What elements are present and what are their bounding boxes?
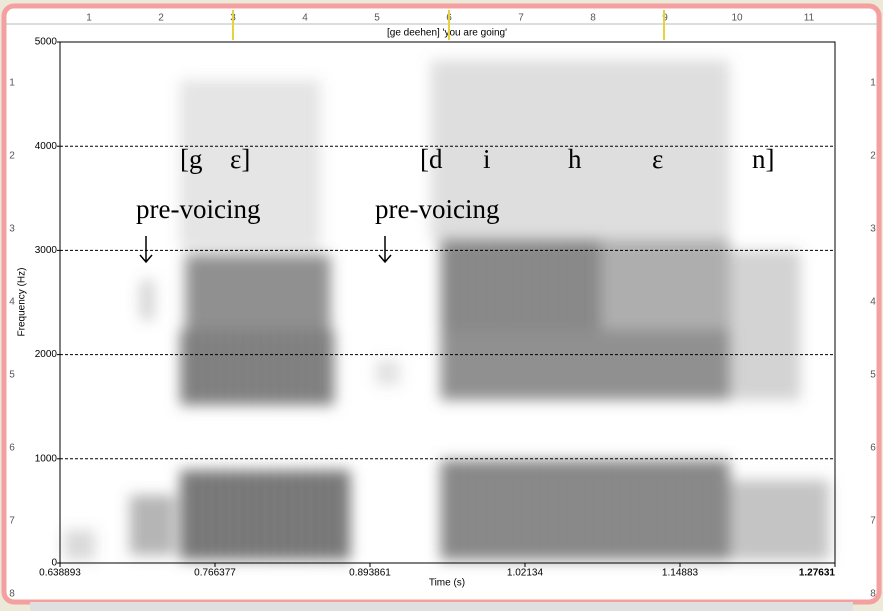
y-axis-label: Frequency (Hz) <box>17 268 28 337</box>
ruler-number: 1 <box>870 78 876 89</box>
x-tick-label: 0.638893 <box>39 568 81 579</box>
ruler-number: 2 <box>9 151 15 162</box>
segment-label: ε] <box>230 144 250 174</box>
segment-label: [d <box>420 144 443 174</box>
ruler-number: 10 <box>731 13 743 24</box>
segment-label: i <box>483 144 491 174</box>
ruler-number: 4 <box>302 13 308 24</box>
ruler-number: 3 <box>870 224 876 235</box>
ruler-number: 11 <box>804 13 815 24</box>
ruler-number: 5 <box>9 370 15 381</box>
ruler-number: 8 <box>590 13 596 24</box>
scrollbar[interactable] <box>30 602 853 611</box>
y-tick-label: 5000 <box>35 37 58 48</box>
ruler-number: 6 <box>870 443 876 454</box>
y-tick-label: 1000 <box>35 453 58 464</box>
ruler-number: 1 <box>86 13 92 24</box>
ruler-number: 3 <box>9 224 15 235</box>
ruler-number: 8 <box>870 589 876 600</box>
y-tick-label: 3000 <box>35 245 58 256</box>
annotation: pre-voicing <box>375 194 499 224</box>
ruler-number: 7 <box>9 516 15 527</box>
page: {"chart_data": {"type": "spectrogram", "… <box>0 0 883 611</box>
ruler-number: 8 <box>9 589 15 600</box>
ruler-number: 7 <box>518 13 524 24</box>
ruler-number: 1 <box>9 78 15 89</box>
chart-title: [ge deehen] 'you are going' <box>387 28 507 39</box>
annotation: pre-voicing <box>136 194 260 224</box>
x-tick-label: 1.02134 <box>507 568 544 579</box>
segment-label: n] <box>752 144 775 174</box>
x-axis-label: Time (s) <box>429 578 465 589</box>
ruler-number: 5 <box>374 13 380 24</box>
x-tick-label: 0.893861 <box>349 568 391 579</box>
ruler-number: 6 <box>9 443 15 454</box>
ruler-number: 7 <box>870 516 876 527</box>
y-tick-label: 4000 <box>35 141 58 152</box>
x-tick-label: 1.14883 <box>662 568 699 579</box>
ruler-number: 2 <box>158 13 164 24</box>
window: [ge deehen] 'you are going' Time (s) Fre… <box>0 0 883 611</box>
ruler-number: 5 <box>870 370 876 381</box>
ruler-number: 4 <box>9 297 15 308</box>
segment-label: [g <box>180 144 203 174</box>
x-tick-label: 0.766377 <box>194 568 236 579</box>
x-tick-label: 1.27631 <box>799 568 836 579</box>
y-tick-label: 2000 <box>35 349 58 360</box>
ruler-number: 2 <box>870 151 876 162</box>
segment-label: ε <box>652 144 663 174</box>
ruler-number: 4 <box>870 297 876 308</box>
segment-label: h <box>568 144 582 174</box>
